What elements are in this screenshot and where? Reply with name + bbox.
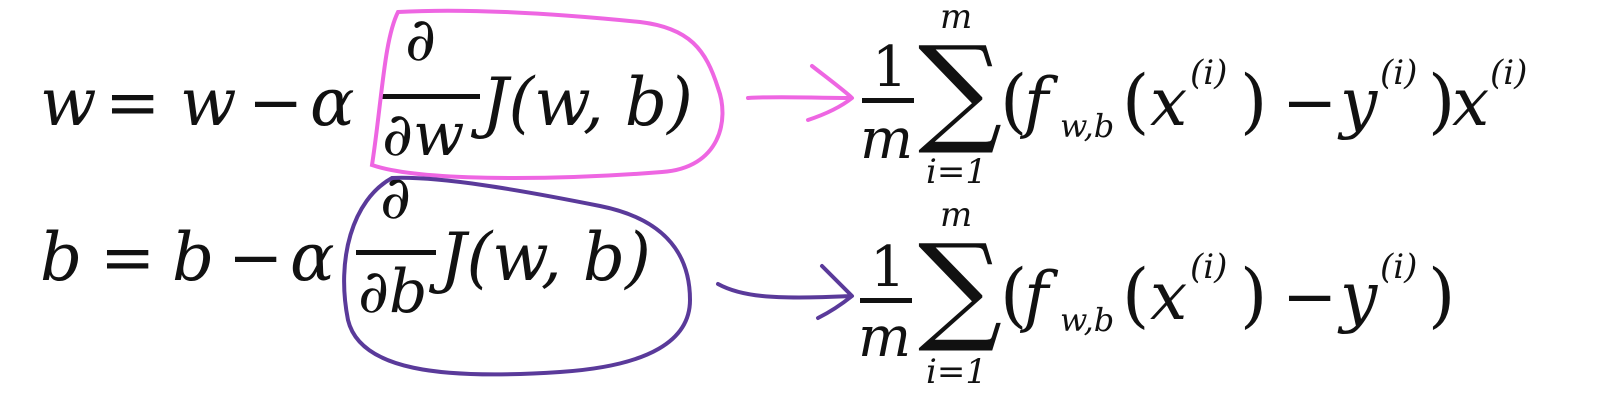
row2-sigma: ∑ <box>918 218 1003 356</box>
row1-y: y <box>1340 64 1378 141</box>
row1-f: f <box>1024 64 1049 141</box>
row1-sum-lower: i=1 <box>926 152 987 192</box>
row2-alpha: α <box>290 219 335 296</box>
row2-rhs-one: 1 <box>870 235 906 300</box>
row2-cost-function: J(w, b) <box>440 219 651 296</box>
row1-sum-upper: m <box>940 0 973 37</box>
row1-equals: = <box>105 64 161 141</box>
row2-partial-numerator: ∂ <box>380 163 412 233</box>
row1-x-open-paren: ( <box>1122 60 1150 142</box>
row2-sum-upper: m <box>940 195 973 235</box>
row1-tail-x: x <box>1452 64 1490 141</box>
row2-f-subscript: w,b <box>1060 301 1115 339</box>
row2-x-close-paren: ) <box>1240 254 1268 336</box>
row2-rhs-fraction-bar <box>860 298 912 303</box>
row1-x-close-paren: ) <box>1240 60 1268 142</box>
row1-fraction-bar <box>380 94 480 99</box>
row1-sigma: ∑ <box>918 20 1003 158</box>
row1-w-term: w <box>180 64 237 141</box>
row2-rhs-m: m <box>858 305 912 370</box>
row2-sum-lower: i=1 <box>926 352 987 392</box>
row1-tail-x-superscript: (i) <box>1490 53 1528 93</box>
row1-close-paren: ) <box>1428 60 1456 142</box>
row2-minus: − <box>228 219 284 296</box>
row1-lhs-w: w <box>40 64 97 141</box>
row2-x-superscript: (i) <box>1190 247 1228 287</box>
row2-b-term: b <box>172 219 215 296</box>
row1-rhs-fraction-bar <box>862 98 914 103</box>
row1-rhs-one: 1 <box>872 35 908 100</box>
purple-arrow <box>716 264 854 320</box>
row2-x: x <box>1150 258 1188 335</box>
row1-f-subscript: w,b <box>1060 107 1115 145</box>
row2-close-paren: ) <box>1428 254 1456 336</box>
row1-y-superscript: (i) <box>1380 53 1418 93</box>
row1-open-paren: ( <box>1000 60 1028 142</box>
row1-minus-2: − <box>1282 64 1338 141</box>
row2-fraction-bar <box>356 250 436 255</box>
row1-minus: − <box>248 64 304 141</box>
row2-minus-2: − <box>1282 258 1338 335</box>
row1-partial-numerator: ∂ <box>405 5 437 75</box>
row1-rhs-m: m <box>860 107 914 172</box>
row2-equals: = <box>100 219 156 296</box>
row2-lhs-b: b <box>40 219 83 296</box>
row2-open-paren: ( <box>1000 254 1028 336</box>
row2-partial-denominator: ∂b <box>358 257 428 327</box>
row1-alpha: α <box>310 64 355 141</box>
row1-x: x <box>1150 64 1188 141</box>
row2-y-superscript: (i) <box>1380 247 1418 287</box>
row1-cost-function: J(w, b) <box>482 64 693 141</box>
row1-x-superscript: (i) <box>1190 53 1228 93</box>
row2-f: f <box>1024 258 1049 335</box>
row2-x-open-paren: ( <box>1122 254 1150 336</box>
row1-partial-denominator: ∂w <box>382 100 465 170</box>
pink-arrow <box>746 64 854 122</box>
row2-y: y <box>1340 258 1378 335</box>
